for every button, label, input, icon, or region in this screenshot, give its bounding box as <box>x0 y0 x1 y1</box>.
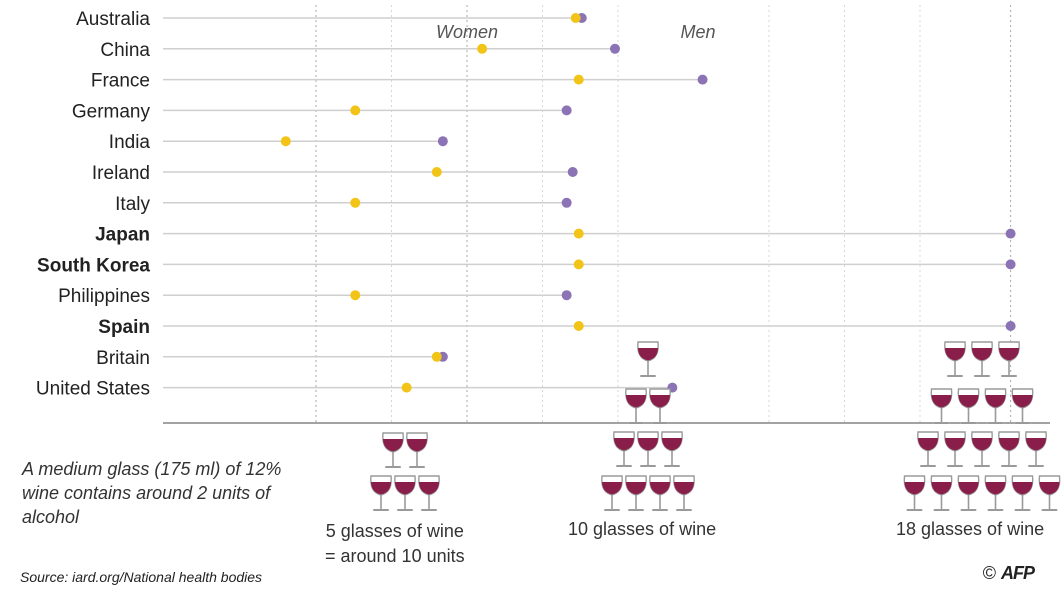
country-row: Germany <box>72 101 572 122</box>
wine-glass-icon <box>998 431 1020 467</box>
country-label: Philippines <box>58 286 150 307</box>
men-dot <box>561 197 572 208</box>
men-dot <box>1005 259 1016 270</box>
wine-glass-icon <box>944 341 966 377</box>
men-series-label: Men <box>680 22 715 42</box>
wine-glass-icon <box>613 431 635 467</box>
country-row: United States <box>36 379 678 400</box>
men-dot <box>697 74 708 85</box>
wine-glass-icon <box>418 475 440 511</box>
wine-glass-icon <box>661 431 683 467</box>
unit-note: A medium glass (175 ml) of 12% wine cont… <box>22 459 282 527</box>
country-row: Britain <box>96 348 448 369</box>
women-dot <box>573 321 584 331</box>
country-row: Italy <box>115 194 572 215</box>
wine-glass-icon <box>673 475 695 511</box>
country-label: Ireland <box>92 163 150 184</box>
wine-glass-icon <box>971 341 993 377</box>
wine-glass-icon <box>637 341 659 377</box>
country-row: Philippines <box>58 286 572 307</box>
wine-glass-icon <box>984 388 1007 424</box>
wine-glass-icon <box>1038 475 1061 511</box>
women-dot <box>570 13 581 23</box>
country-row: Australia <box>76 9 587 30</box>
women-dot <box>401 382 412 393</box>
women-series-label: Women <box>436 22 498 42</box>
country-row: China <box>100 40 620 61</box>
wine-glass-icon <box>930 475 953 511</box>
wine-glass-icon <box>637 431 659 467</box>
wine-glass-icon <box>649 475 671 511</box>
wine-glass-icon <box>957 388 980 424</box>
wine-glass-icon <box>917 431 939 467</box>
source-note: Source: iard.org/National health bodies <box>20 569 263 585</box>
women-dot <box>431 351 442 362</box>
country-label: Italy <box>115 194 150 215</box>
wine-glass-icon <box>998 341 1020 377</box>
wine-glass-icon <box>971 431 993 467</box>
country-label: Japan <box>95 225 150 246</box>
country-row: Japan <box>95 225 1016 246</box>
wine-glass-pyramids <box>370 341 1061 511</box>
wine-glass-icon <box>944 431 966 467</box>
men-dot <box>609 43 620 54</box>
wine-glass-icon <box>957 475 980 511</box>
country-label: France <box>91 71 150 92</box>
country-label: Germany <box>72 101 151 122</box>
wine-glass-icon <box>1011 388 1034 424</box>
wine-glass-icon <box>1025 431 1047 467</box>
country-row: Ireland <box>92 163 578 184</box>
men-dot <box>1005 228 1016 239</box>
wine-glass-icon <box>903 475 926 511</box>
wine-glass-icon <box>394 475 416 511</box>
country-row: France <box>91 71 708 92</box>
country-label: India <box>109 132 151 153</box>
wine-glass-icon <box>984 475 1007 511</box>
caption-10-glasses: 10 glasses of wine <box>568 519 717 539</box>
women-dot <box>573 259 584 270</box>
country-label: Spain <box>98 317 150 338</box>
country-row: South Korea <box>37 255 1016 276</box>
gridlines <box>163 5 1050 424</box>
men-dot <box>437 136 448 147</box>
caption-5-glasses: 5 glasses of wine = around 10 units <box>325 521 465 566</box>
wine-glass-icon <box>649 388 671 424</box>
men-dot <box>561 105 572 116</box>
wine-glass-icon <box>625 475 647 511</box>
country-label: Australia <box>76 9 150 30</box>
men-dot <box>567 167 578 177</box>
women-dot <box>350 105 361 116</box>
wine-glass-icon <box>930 388 953 424</box>
wine-glass-icon <box>601 475 623 511</box>
wine-glass-icon <box>406 432 428 468</box>
women-dot <box>431 167 442 177</box>
country-row: India <box>109 132 448 153</box>
wine-glass-icon <box>382 432 404 468</box>
men-dot <box>1005 321 1016 331</box>
men-dot <box>561 290 572 301</box>
wine-glass-icon <box>1011 475 1034 511</box>
afp-logo: AFP <box>1001 563 1035 583</box>
women-dot <box>280 136 291 147</box>
women-dot <box>477 43 488 54</box>
women-dot <box>573 228 584 239</box>
country-rows: Australia China France Germany India Ireland I… <box>36 9 1016 400</box>
country-label: China <box>100 40 150 61</box>
series-labels: Women Men <box>436 22 716 42</box>
country-label: Britain <box>96 348 150 369</box>
women-dot <box>573 74 584 85</box>
caption-18-glasses: 18 glasses of wine <box>896 519 1045 539</box>
credit-logo: © AFP <box>982 563 1035 583</box>
women-dot <box>350 290 361 301</box>
wine-glass-icon <box>625 388 647 424</box>
country-row: Spain <box>98 317 1016 338</box>
women-dot <box>350 197 361 208</box>
country-label: United States <box>36 379 150 400</box>
country-label: South Korea <box>37 255 150 276</box>
wine-glass-icon <box>370 475 392 511</box>
